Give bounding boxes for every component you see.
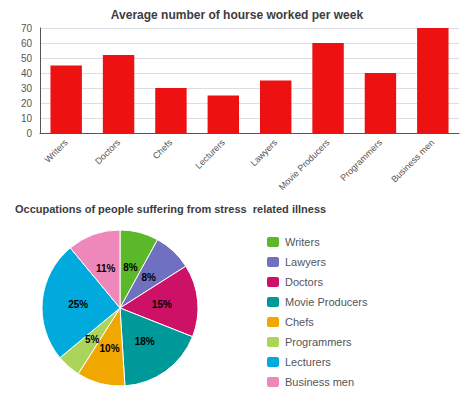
svg-text:Occupations of people sufferin: Occupations of people suffering from str… bbox=[15, 203, 326, 215]
svg-text:20: 20 bbox=[21, 98, 33, 109]
svg-text:Lawyers: Lawyers bbox=[285, 256, 326, 268]
svg-text:40: 40 bbox=[21, 68, 33, 79]
svg-text:5%: 5% bbox=[85, 334, 100, 345]
svg-text:Lecturers: Lecturers bbox=[285, 356, 331, 368]
svg-text:Chefs: Chefs bbox=[151, 137, 175, 161]
svg-text:11%: 11% bbox=[96, 263, 116, 274]
svg-text:Average number of hourse worke: Average number of hourse worked per week bbox=[111, 8, 364, 22]
svg-text:8%: 8% bbox=[142, 272, 157, 283]
svg-text:8%: 8% bbox=[123, 262, 138, 273]
svg-text:Doctors: Doctors bbox=[285, 276, 323, 288]
svg-text:Programmers: Programmers bbox=[285, 336, 352, 348]
svg-text:10%: 10% bbox=[100, 343, 120, 354]
svg-text:Doctors: Doctors bbox=[93, 137, 122, 166]
svg-text:Movie Producers: Movie Producers bbox=[285, 296, 368, 308]
svg-text:Writers: Writers bbox=[43, 137, 70, 164]
svg-text:15%: 15% bbox=[152, 299, 172, 310]
svg-text:60: 60 bbox=[21, 38, 33, 49]
svg-text:Chefs: Chefs bbox=[285, 316, 314, 328]
svg-text:Lawyers: Lawyers bbox=[248, 137, 279, 168]
svg-text:Business men: Business men bbox=[389, 137, 436, 184]
svg-text:Lecturers: Lecturers bbox=[193, 137, 227, 171]
svg-text:0: 0 bbox=[26, 128, 32, 139]
svg-text:Writers: Writers bbox=[285, 236, 320, 248]
svg-text:50: 50 bbox=[21, 53, 33, 64]
svg-text:10: 10 bbox=[21, 113, 33, 124]
svg-text:70: 70 bbox=[21, 23, 33, 34]
svg-text:25%: 25% bbox=[68, 299, 88, 310]
svg-text:18%: 18% bbox=[135, 336, 155, 347]
svg-text:Business men: Business men bbox=[285, 376, 354, 388]
svg-text:Movie Producers: Movie Producers bbox=[277, 137, 332, 192]
svg-text:30: 30 bbox=[21, 83, 33, 94]
svg-text:Programmers: Programmers bbox=[338, 137, 384, 183]
